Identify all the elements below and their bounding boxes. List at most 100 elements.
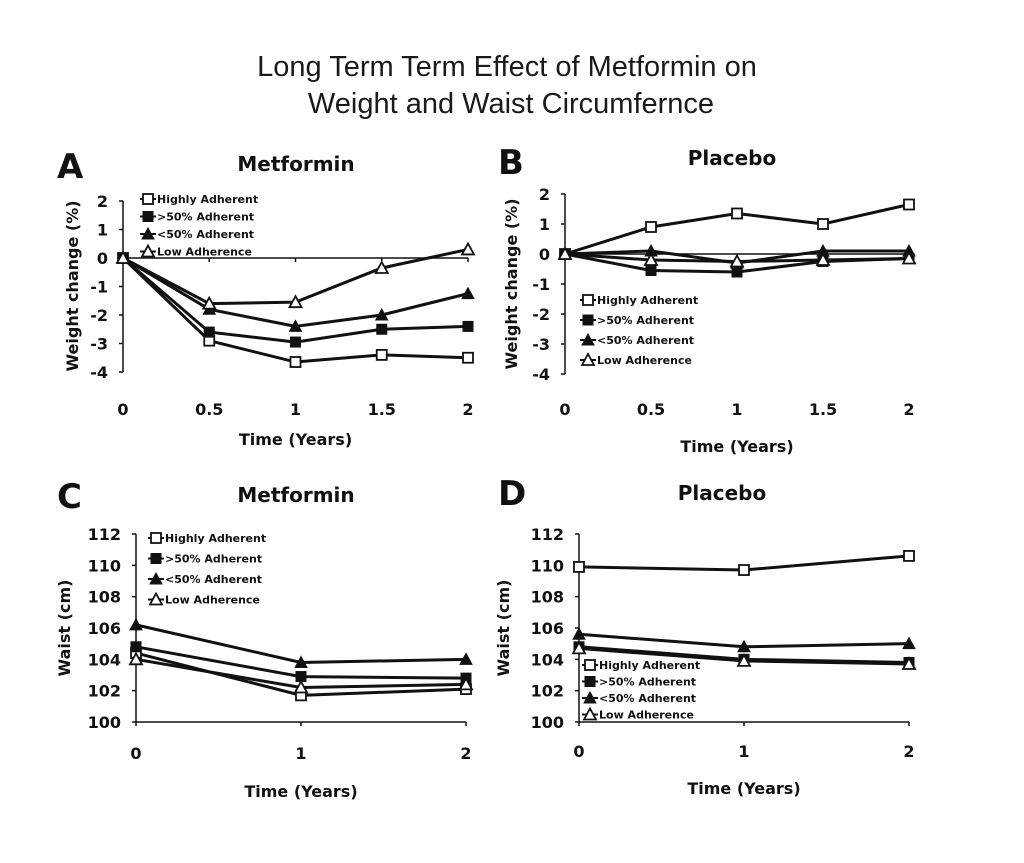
series-4 [557,246,917,268]
panel-letter: B [498,143,524,183]
legend-label: >50% Adherent [597,314,694,327]
panel-b: B Placebo 2 1 0 -1 -2 -3 -4 0 0.5 1 1.5 2 Time (Years)… [498,143,917,456]
legend-marker [581,332,595,346]
x-tick-label: 0.5 [195,400,223,419]
x-tick-label: 0 [130,744,141,763]
x-tick-label: 0 [573,742,584,761]
x-tick-label: 1 [731,400,742,419]
x-tick-label: 1 [295,744,306,763]
y-axis-label: Waist (cm) [55,580,74,677]
y-axis-label: Weight change (%) [502,198,521,369]
legend-label: Low Adherence [597,354,692,367]
y-tick-label: -3 [532,335,550,354]
data-point [376,323,388,335]
y-tick-label: 110 [88,556,121,575]
data-point [374,307,389,321]
legend-marker [582,314,594,326]
x-tick-label: 0 [559,400,570,419]
data-point [902,636,916,650]
legend: Highly Adherent >50% Adherent <50% Adheren… [148,532,266,607]
legend-marker [141,226,155,240]
data-point [293,679,309,694]
y-tick-label: -1 [90,278,108,297]
y-tick-label: 108 [88,588,121,607]
series-1 [573,550,915,576]
x-axis-label: Time (Years) [687,779,800,798]
data-point [731,207,743,220]
data-point [572,627,586,640]
y-tick-label: 102 [531,682,564,701]
series-3 [116,250,475,332]
legend-label: <50% Adherent [599,692,696,705]
panel-letter: C [57,477,82,517]
panel-title: Placebo [688,146,777,170]
legend-label: Highly Adherent [157,193,258,206]
y-tick-label: 112 [88,525,121,544]
y-tick-label: 1 [539,215,550,234]
data-point [130,641,142,653]
legend-label: Low Adherence [165,594,260,607]
data-point [815,252,831,266]
data-point [288,319,303,332]
data-point [903,550,915,562]
data-point [462,351,474,364]
legend-marker [582,294,594,306]
data-point [462,320,474,332]
legend-marker [140,243,156,258]
x-tick-label: 2 [462,400,473,419]
data-point [903,198,915,211]
series-4 [571,640,917,670]
data-point [736,653,752,667]
legend-label: <50% Adherent [157,228,254,241]
y-tick-label: 2 [97,192,108,211]
series-line [122,256,469,328]
data-point [459,652,473,665]
x-axis-label: Time (Years) [680,437,793,456]
data-point [129,617,143,631]
x-tick-label: 1.5 [368,400,396,419]
legend-label: Low Adherence [157,246,252,259]
panel-letter: D [498,474,526,514]
legend-label: Low Adherence [599,709,694,722]
panel-title: Metformin [237,152,354,176]
legend-marker [150,553,162,564]
y-tick-label: 100 [88,713,121,732]
x-axis-label: Time (Years) [244,782,357,801]
data-point [374,260,390,274]
y-axis-label: Waist (cm) [494,580,513,677]
x-axis-label: Time (Years) [239,430,352,449]
panel-title: Placebo [678,481,767,505]
y-tick-label: 106 [88,619,121,638]
x-tick-label: 0.5 [637,400,665,419]
y-tick-label: 0 [539,245,550,264]
figure-title-line-2: Weight and Waist Circumfernce [308,88,714,120]
data-point [738,564,750,576]
y-tick-label: -3 [90,335,108,354]
legend-label: >50% Adherent [599,676,696,689]
data-point [557,246,573,260]
series-4 [115,241,476,310]
y-tick-label: -4 [532,365,550,384]
legend-label: <50% Adherent [165,573,262,586]
data-point [645,265,657,276]
chart-panels: A Metformin 2 1 0 -1 -2 -3 -4 0 0.5 1 1.5 2 Time (Year… [55,143,917,801]
legend: Highly Adherent >50% Adherent <50% Adheren… [580,294,698,367]
data-point [461,286,475,300]
legend-label: Highly Adherent [599,659,700,672]
data-point [289,356,302,368]
y-tick-label: -4 [90,363,108,382]
y-tick-label: 110 [531,556,564,575]
y-tick-label: 0 [97,249,108,268]
legend-marker [582,706,598,721]
data-point [460,241,476,256]
data-point [571,640,587,655]
y-tick-label: -2 [532,305,550,324]
data-point [817,218,829,230]
panel-c: C Metformin 112 110 108 106 104 102 100 0 1 2 Time (… [55,477,474,801]
legend-marker [583,690,597,704]
legend-marker [142,193,154,205]
x-tick-label: 1 [738,742,749,761]
data-point [290,336,301,348]
x-tick-label: 2 [903,742,914,761]
legend-label: Highly Adherent [165,532,266,545]
